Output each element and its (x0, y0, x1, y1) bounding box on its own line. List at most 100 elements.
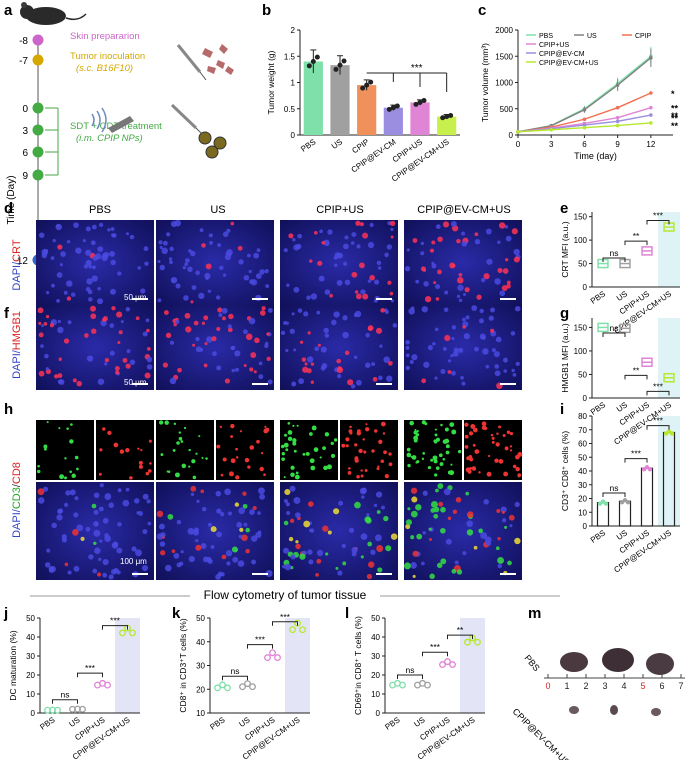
cd8-signal (388, 462, 393, 467)
cd8-signal (491, 440, 495, 444)
panel-i: i 0 10 20 30 40 50 60 70 80 CD3⁺ CD8⁺ cells (%) PB… (560, 401, 680, 575)
panel-label-i: i (560, 401, 564, 418)
merged-signal (65, 490, 71, 496)
tumor-photos-treated (569, 705, 661, 716)
nucleus (170, 220, 178, 228)
merged-signal (466, 529, 474, 536)
nucleus (159, 245, 163, 250)
nucleus (145, 318, 150, 323)
cd8-signal (140, 448, 143, 452)
nucleus (267, 307, 273, 313)
cd3-signal (285, 448, 289, 452)
nucleus (435, 224, 441, 230)
sig-e-2-label: ** (633, 231, 640, 241)
cd3-signal (66, 427, 69, 430)
nucleus (231, 345, 236, 350)
cd3-signal (280, 444, 285, 449)
cd8-signal (481, 421, 487, 427)
data-point-CPIP+US (274, 654, 281, 662)
cd8-signal (374, 429, 378, 433)
nucleus (376, 260, 382, 266)
cd3-signal (433, 459, 438, 464)
x-tick-label: PBS (589, 400, 607, 417)
marker-red (72, 378, 77, 383)
cd8-signal (263, 428, 269, 434)
y-tick-label: 20 (196, 685, 205, 694)
panel-label-b: b (262, 2, 271, 19)
nucleus (248, 269, 252, 274)
nucleus (60, 251, 66, 257)
nucleus (405, 353, 410, 358)
marker-red (230, 221, 235, 226)
merged-signal (351, 546, 358, 554)
merged-signal (370, 549, 376, 555)
cd8-signal (388, 452, 392, 456)
marker-red (344, 350, 350, 355)
merged-signal (504, 525, 508, 529)
cd8-signal (383, 450, 387, 455)
x-tick-label: US (615, 289, 629, 303)
marker-red (203, 315, 209, 321)
nucleus (259, 269, 265, 275)
series-point (516, 130, 520, 134)
nucleus (110, 233, 115, 237)
data-point (421, 97, 427, 103)
merged-signal (221, 554, 227, 560)
nucleus (471, 305, 478, 311)
nucleus (169, 260, 173, 265)
nucleus (159, 264, 166, 271)
marker-red (245, 333, 253, 341)
y-tick-label: 50 (578, 260, 587, 269)
micrograph-1 (156, 220, 274, 305)
cd8-channel-3 (464, 420, 522, 480)
merged-signal (473, 545, 478, 550)
panel-label-k: k (172, 605, 181, 622)
merged-signal (367, 561, 375, 568)
x-tick-label: US (615, 528, 629, 542)
x-tick-label: PBS (38, 715, 56, 732)
nucleus (373, 279, 380, 285)
cd8-signal (509, 449, 513, 452)
marker-red (49, 323, 54, 328)
cd3-signal (433, 439, 437, 443)
nucleus (490, 307, 496, 313)
marker-red (185, 326, 192, 333)
nucleus (265, 284, 270, 289)
y-tick-label: 30 (578, 481, 587, 490)
marker-red (162, 362, 169, 368)
cd8-signal (471, 466, 477, 471)
marker-red (57, 373, 63, 379)
cd3-signal (296, 424, 299, 427)
nucleus (310, 293, 318, 300)
y-axis-title: Tumor volume (mm³) (480, 43, 490, 122)
merged-signal (381, 505, 385, 510)
marker-red (317, 260, 323, 266)
cd3-signal (445, 450, 450, 455)
cd8-signal (466, 456, 471, 461)
cd3-signal (444, 427, 449, 432)
cd8-signal (371, 449, 375, 453)
cd8-signal (358, 448, 363, 454)
merged-signal (188, 555, 195, 563)
marker-red (483, 273, 490, 280)
merged-signal (146, 499, 151, 504)
merged-signal (193, 529, 199, 536)
series-point (649, 113, 653, 117)
marker-red (359, 222, 364, 227)
nucleus (142, 331, 148, 337)
merged-signal (176, 519, 182, 525)
nucleus (227, 324, 232, 329)
merged-signal (335, 566, 339, 570)
sig-g-3-label: *** (653, 381, 664, 391)
nucleus (100, 319, 107, 327)
nucleus (198, 292, 205, 300)
merged-signal (61, 534, 67, 540)
nucleus (379, 344, 383, 348)
y-tick-label: 1.5 (284, 52, 296, 61)
nucleus (502, 357, 508, 363)
merged-signal (251, 559, 257, 565)
y-tick-label: 1 (291, 79, 296, 88)
cd3-signal (413, 438, 418, 443)
nucleus (434, 327, 439, 332)
